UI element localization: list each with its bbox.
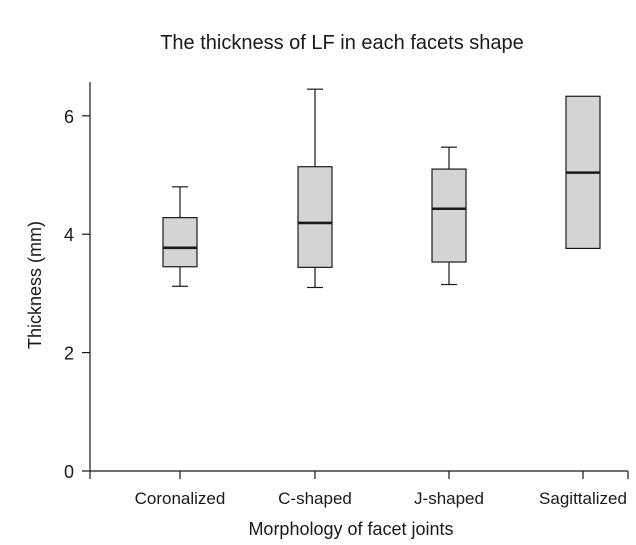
y-tick-label-4: 4: [64, 225, 74, 245]
x-tick-label-coronalized: Coronalized: [135, 489, 226, 508]
box-sagittalized: [565, 95, 601, 250]
y-tick-label-0: 0: [64, 462, 74, 482]
y-tick-label-2: 2: [64, 344, 74, 364]
plot-area: [162, 88, 601, 289]
iqr-box-j-shaped: [431, 168, 467, 263]
y-axis-ticks: 0 2 4 6: [64, 107, 90, 482]
x-axis-label: Morphology of facet joints: [248, 519, 453, 539]
y-tick-label-6: 6: [64, 107, 74, 127]
x-axis-ticks: Coronalized C-shaped J-shaped Sagittalized: [89, 471, 629, 508]
box-j-shaped: [431, 146, 467, 286]
x-tick-label-c-shaped: C-shaped: [278, 489, 352, 508]
iqr-box-c-shaped: [297, 166, 333, 268]
box-c-shaped: [297, 88, 333, 289]
box-coronalized: [162, 186, 198, 287]
x-tick-label-j-shaped: J-shaped: [414, 489, 484, 508]
chart-title: The thickness of LF in each facets shape: [160, 32, 524, 54]
y-axis-label: Thickness (mm): [25, 221, 45, 349]
iqr-box-coronalized: [162, 217, 198, 268]
x-tick-label-sagittalized: Sagittalized: [539, 489, 627, 508]
